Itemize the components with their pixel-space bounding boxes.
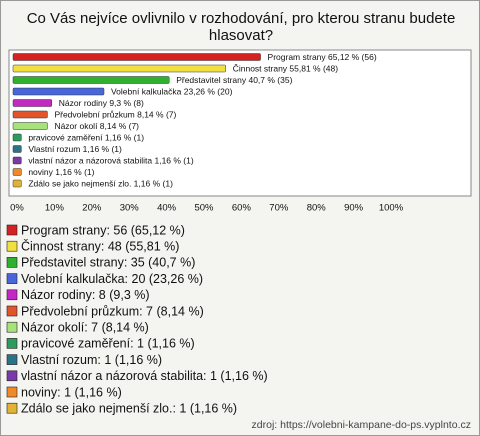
- legend-entry: Předvolební průzkum: 7 (8,14 %): [21, 304, 204, 318]
- bar: [12, 87, 105, 96]
- legend-swatch: [6, 305, 18, 317]
- legend-entry: noviny: 1 (1,16 %): [21, 385, 122, 399]
- x-tick-label: 50%: [194, 203, 214, 214]
- source: zdroj: https://volebni-kampane-do-ps.vyp…: [252, 419, 471, 431]
- x-tick-label: 80%: [307, 203, 327, 214]
- legend-entry: Volební kalkulačka: 20 (23,26 %): [21, 272, 203, 286]
- legend-swatch: [6, 370, 18, 382]
- legend-entry: Názor rodiny: 8 (9,3 %): [21, 288, 150, 302]
- legend-swatch: [6, 354, 18, 365]
- legend-swatch: [6, 257, 18, 268]
- bar-label: pravicové zaměření 1,16 % (1): [28, 132, 144, 142]
- bar: [12, 110, 48, 119]
- bar-label: Volební kalkulačka 23,26 % (20): [111, 86, 233, 96]
- bar: [12, 133, 22, 142]
- legend-swatch: [6, 240, 18, 252]
- plot-area: [8, 49, 472, 197]
- x-tick-label: 0%: [10, 203, 24, 214]
- x-tick-label: 10%: [45, 203, 65, 214]
- legend-swatch: [6, 338, 18, 349]
- legend-entry: Zdálo se jako nejmenší zlo.: 1 (1,16 %): [21, 401, 237, 415]
- legend-entry: Názor okolí: 7 (8,14 %): [21, 320, 149, 334]
- bar-label: noviny 1,16 % (1): [28, 167, 94, 177]
- bar: [12, 179, 22, 188]
- bar: [12, 53, 261, 61]
- bar: [12, 76, 170, 84]
- bar-label: Program strany 65,12 % (56): [268, 52, 377, 62]
- bar-label: Vlastní rozum 1,16 % (1): [28, 144, 122, 154]
- bar: [12, 156, 22, 165]
- legend-entry: Představitel strany: 35 (40,7 %): [21, 256, 195, 270]
- x-tick-label: 60%: [232, 203, 252, 214]
- legend-swatch: [6, 289, 18, 301]
- x-tick-label: 40%: [157, 203, 177, 214]
- legend-swatch: [6, 386, 18, 398]
- bar: [12, 99, 53, 107]
- bar: [12, 168, 22, 176]
- legend-swatch: [6, 224, 18, 236]
- legend-entry: pravicové zaměření: 1 (1,16 %): [21, 337, 195, 351]
- legend-entry: Činnost strany: 48 (55,81 %): [21, 238, 179, 253]
- bar-label: Zdálo se jako nejmenší zlo. 1,16 % (1): [28, 178, 173, 188]
- bar-label: vlastní názor a názorová stabilita 1,16 …: [28, 155, 194, 165]
- bar: [12, 64, 226, 73]
- legend-entry: Program strany: 56 (65,12 %): [21, 223, 185, 237]
- bar-label: Názor okolí 8,14 % (7): [54, 121, 139, 131]
- bar: [12, 145, 22, 153]
- bar: [12, 122, 48, 130]
- x-tick-label: 30%: [120, 203, 140, 214]
- legend-entry: vlastní názor a názorová stabilita: 1 (1…: [21, 369, 268, 383]
- bar-label: Představitel strany 40,7 % (35): [176, 75, 292, 85]
- bar-label: Názor rodiny 9,3 % (8): [59, 98, 144, 108]
- legend-swatch: [6, 321, 18, 333]
- legend-entry: Vlastní rozum: 1 (1,16 %): [21, 353, 162, 367]
- legend-swatch: [6, 273, 18, 284]
- chart-title: Co Vás nejvíce ovlivnilo v rozhodování, …: [26, 10, 456, 44]
- x-tick-label: 100%: [379, 203, 404, 214]
- x-tick-label: 90%: [344, 203, 364, 214]
- x-tick-label: 20%: [82, 203, 102, 214]
- legend-swatch: [6, 402, 18, 414]
- bar-label: Předvolební průzkum 8,14 % (7): [54, 109, 176, 119]
- bar-label: Činnost strany 55,81 % (48): [233, 63, 339, 73]
- x-tick-label: 70%: [269, 203, 289, 214]
